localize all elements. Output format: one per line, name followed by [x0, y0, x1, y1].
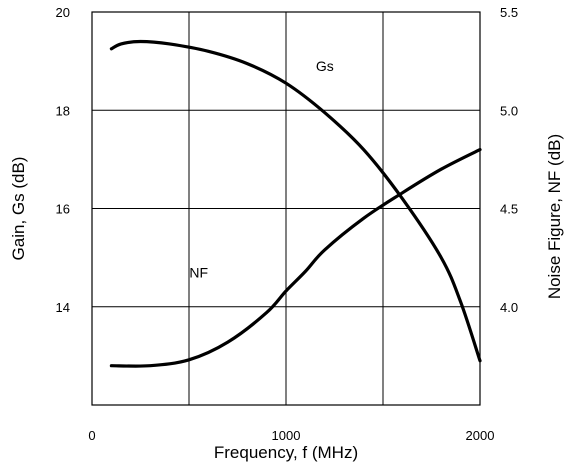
- y-right-tick-label: 5.0: [500, 103, 518, 118]
- x-tick-label: 1000: [272, 428, 301, 443]
- y-right-tick-label: 5.5: [500, 5, 518, 20]
- annotations: Gs NF: [189, 58, 333, 280]
- y-axis-left-label: Gain, Gs (dB): [9, 157, 28, 261]
- y-right-tick-label: 4.5: [500, 202, 518, 217]
- plot-frame: [91, 11, 481, 406]
- series-label-gs: Gs: [316, 58, 334, 74]
- y-left-tick-label: 14: [56, 300, 70, 315]
- series-line-gs: [109, 39, 482, 363]
- y-axis-right-label: Noise Figure, NF (dB): [545, 134, 564, 299]
- series-label-nf: NF: [189, 264, 208, 280]
- grid: [92, 12, 480, 405]
- series-line-nf: [109, 148, 482, 368]
- x-tick-label: 2000: [466, 428, 495, 443]
- series-lines: [109, 39, 482, 368]
- x-axis-label: Frequency, f (MHz): [214, 443, 358, 462]
- y-right-tick-label: 4.0: [500, 300, 518, 315]
- x-tick-label: 0: [88, 428, 95, 443]
- tick-labels: 0 1000 2000 20 18 16 14 5.5 5.0 4.5 4.0: [56, 5, 519, 443]
- y-left-tick-label: 16: [56, 202, 70, 217]
- y-left-tick-label: 18: [56, 103, 70, 118]
- y-left-tick-label: 20: [56, 5, 70, 20]
